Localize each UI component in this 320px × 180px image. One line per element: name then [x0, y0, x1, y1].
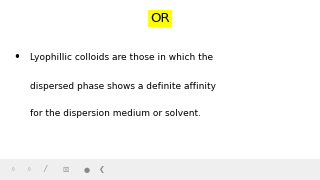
Text: for the dispersion medium or solvent.: for the dispersion medium or solvent. [30, 109, 201, 118]
Text: ◦: ◦ [11, 165, 15, 174]
Text: ❮: ❮ [100, 166, 105, 173]
Text: dispersed phase shows a definite affinity: dispersed phase shows a definite affinit… [30, 82, 216, 91]
Text: ⁄: ⁄ [44, 165, 45, 174]
Text: •: • [13, 51, 20, 64]
Text: ◦: ◦ [27, 165, 31, 174]
FancyBboxPatch shape [0, 159, 320, 180]
Text: ●: ● [83, 167, 90, 173]
Text: ☒: ☒ [62, 167, 69, 173]
Text: Lyophillic colloids are those in which the: Lyophillic colloids are those in which t… [30, 53, 213, 62]
Text: OR: OR [150, 12, 170, 25]
